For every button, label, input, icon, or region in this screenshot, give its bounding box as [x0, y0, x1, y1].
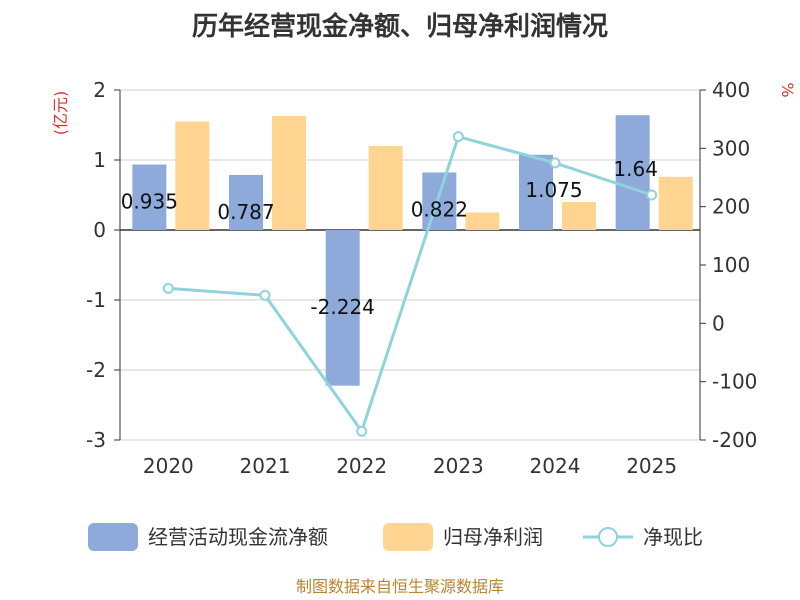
legend-label-ratio: 净现比 [643, 525, 703, 549]
bar-cashflow [615, 115, 650, 230]
bar-labels: 0.935 0.787 -2.224 0.822 1.075 1.64 [121, 157, 658, 319]
bar-value-label: 1.075 [525, 178, 582, 202]
ratio-point [259, 289, 271, 301]
ratio-point [162, 282, 174, 294]
bar-netprofit [465, 212, 500, 230]
right-tick-label: 300 [712, 136, 750, 160]
right-axis-unit: % [778, 82, 797, 97]
right-tick-label: -200 [712, 428, 757, 452]
left-tick-label: 0 [93, 218, 106, 242]
bar-netprofit [368, 146, 403, 230]
bar-cashflow [132, 164, 167, 230]
x-tick-label: 2025 [626, 454, 677, 478]
left-tick-label: 2 [93, 78, 106, 102]
left-tick-label: -2 [86, 358, 106, 382]
source-note: 制图数据来自恒生聚源数据库 [296, 577, 504, 596]
ratio-polyline [168, 134, 653, 435]
bar-cashflow [229, 174, 263, 230]
legend-swatch-netprofit [383, 523, 433, 551]
x-tick-label: 2023 [433, 454, 484, 478]
x-tick-label: 2021 [240, 454, 291, 478]
bar-cashflow [519, 154, 553, 230]
right-tick-label: 400 [712, 78, 750, 102]
bar-netprofit [562, 202, 596, 230]
left-tick-label: 1 [93, 148, 106, 172]
legend: 经营活动现金流净额 归母净利润 净现比 [88, 523, 703, 551]
bar-cashflow [325, 230, 360, 386]
ratio-line [162, 131, 658, 437]
bars [132, 115, 693, 386]
right-tick-label: 0 [712, 311, 725, 335]
right-tick-label: 100 [712, 253, 750, 277]
bar-netprofit [658, 176, 693, 230]
left-tick-label: -1 [86, 288, 106, 312]
bar-value-label: 0.787 [217, 200, 274, 224]
chart-title: 历年经营现金净额、归母净利润情况 [192, 11, 608, 42]
legend-label-cashflow: 经营活动现金流净额 [148, 525, 328, 549]
ratio-point [452, 131, 464, 143]
left-tick-label: -3 [86, 428, 106, 452]
axes: 2 1 0 -1 -2 -3 400 300 200 100 0 -100 -200 2020 2021 20… [86, 78, 757, 478]
bar-cashflow [422, 172, 457, 230]
x-tick-label: 2022 [336, 454, 387, 478]
right-tick-label: -100 [712, 370, 757, 394]
x-tick-label: 2020 [143, 454, 194, 478]
bar-value-label: -2.224 [310, 295, 374, 319]
bar-value-label: 1.64 [613, 157, 658, 181]
x-tick-label: 2024 [530, 454, 581, 478]
bar-netprofit [175, 121, 210, 230]
left-axis-unit: (亿元) [51, 91, 70, 136]
bar-netprofit [272, 115, 306, 230]
grid-lines [120, 89, 700, 441]
legend-swatch-cashflow [88, 523, 138, 551]
ratio-point [356, 425, 368, 437]
bar-value-label: 0.935 [121, 190, 178, 214]
ratio-point [549, 157, 561, 169]
right-tick-label: 200 [712, 195, 750, 219]
ratio-point [646, 189, 658, 201]
bar-value-label: 0.822 [411, 197, 468, 221]
legend-marker-ratio [598, 527, 618, 547]
legend-label-netprofit: 归母净利润 [443, 525, 543, 549]
